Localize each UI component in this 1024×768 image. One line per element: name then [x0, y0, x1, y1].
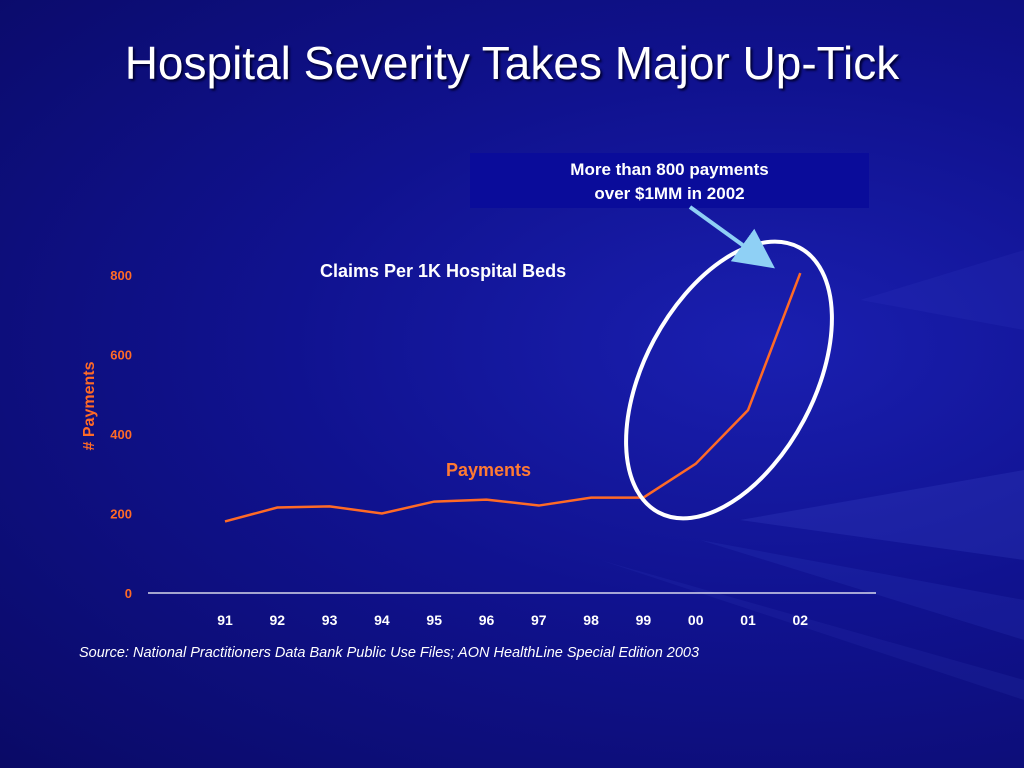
x-tick-label: 98: [583, 612, 599, 628]
x-tick-label: 96: [479, 612, 495, 628]
series-line-payments: [224, 272, 802, 523]
callout-line-1: More than 800 payments: [570, 160, 769, 179]
series-label: Payments: [446, 460, 532, 480]
callout-box: More than 800 payments over $1MM in 2002: [470, 153, 869, 208]
x-tick-label: 95: [426, 612, 442, 628]
x-tick-label: 01: [740, 612, 756, 628]
x-tick-label: 02: [793, 612, 809, 628]
x-tick-label: 97: [531, 612, 547, 628]
y-axis-label: # Payments: [81, 361, 98, 450]
slide-title: Hospital Severity Takes Major Up-Tick: [124, 37, 900, 89]
x-tick-label: 93: [322, 612, 338, 628]
source-note: Source: National Practitioners Data Bank…: [79, 645, 700, 661]
y-tick-label: 400: [110, 427, 132, 442]
y-tick-label: 0: [125, 586, 132, 601]
highlight-ellipse: [624, 239, 834, 521]
callout-arrow: [688, 205, 775, 269]
y-tick-label: 200: [110, 507, 132, 522]
chart-title: Claims Per 1K Hospital Beds: [320, 261, 567, 281]
x-tick-label: 94: [374, 612, 390, 628]
x-tick-label: 91: [217, 612, 233, 628]
callout-line-2: over $1MM in 2002: [594, 184, 745, 203]
y-tick-label: 600: [110, 348, 132, 363]
x-tick-label: 92: [270, 612, 286, 628]
y-tick-label: 800: [110, 268, 132, 283]
x-tick-label: 99: [636, 612, 652, 628]
x-tick-label: 00: [688, 612, 704, 628]
